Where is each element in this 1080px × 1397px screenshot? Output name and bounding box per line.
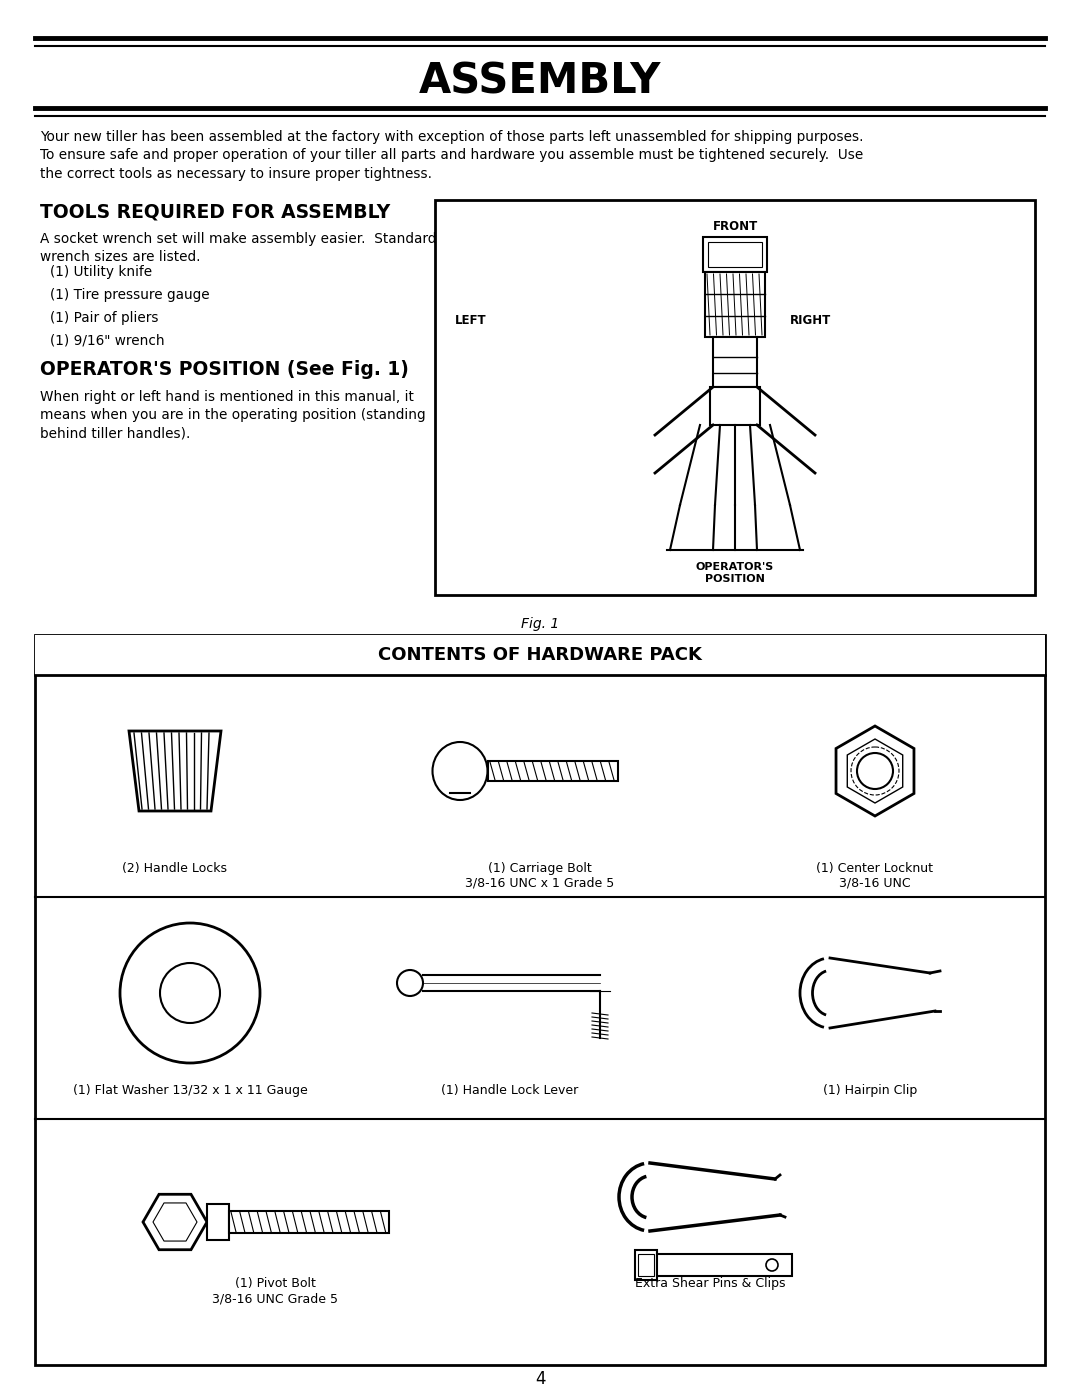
Bar: [229, 1211, 389, 1234]
Text: CONTENTS OF HARDWARE PACK: CONTENTS OF HARDWARE PACK: [378, 645, 702, 664]
Text: (1) 9/16" wrench: (1) 9/16" wrench: [50, 334, 164, 348]
Ellipse shape: [432, 742, 487, 800]
Bar: [708, 242, 762, 267]
Text: LEFT: LEFT: [455, 313, 487, 327]
Text: (1) Carriage Bolt
3/8-16 UNC x 1 Grade 5: (1) Carriage Bolt 3/8-16 UNC x 1 Grade 5: [465, 862, 615, 890]
Circle shape: [858, 753, 893, 789]
Text: Your new tiller has been assembled at the factory with exception of those parts : Your new tiller has been assembled at th…: [40, 130, 864, 180]
Circle shape: [120, 923, 260, 1063]
Text: 4: 4: [535, 1370, 545, 1389]
Circle shape: [160, 963, 220, 1023]
Bar: [638, 1255, 654, 1275]
Text: (2) Handle Locks: (2) Handle Locks: [122, 862, 228, 875]
Bar: [35, 636, 1045, 675]
Polygon shape: [836, 726, 914, 816]
Text: ASSEMBLY: ASSEMBLY: [419, 61, 661, 103]
Text: A socket wrench set will make assembly easier.  Standard
wrench sizes are listed: A socket wrench set will make assembly e…: [40, 232, 436, 264]
Text: (1) Pair of pliers: (1) Pair of pliers: [50, 312, 159, 326]
Text: (1) Center Locknut
3/8-16 UNC: (1) Center Locknut 3/8-16 UNC: [816, 862, 933, 890]
Text: (1) Pivot Bolt
3/8-16 UNC Grade 5: (1) Pivot Bolt 3/8-16 UNC Grade 5: [212, 1277, 338, 1305]
Bar: [713, 337, 757, 387]
Polygon shape: [143, 1194, 207, 1250]
Bar: [207, 1204, 229, 1241]
Polygon shape: [129, 731, 221, 812]
Bar: [710, 387, 760, 425]
Polygon shape: [848, 739, 903, 803]
Bar: [657, 1255, 792, 1275]
Text: Extra Shear Pins & Clips: Extra Shear Pins & Clips: [635, 1277, 785, 1289]
Bar: [635, 1250, 657, 1280]
Bar: [703, 237, 767, 272]
Bar: [705, 272, 765, 337]
Polygon shape: [153, 1203, 197, 1241]
Text: FRONT: FRONT: [713, 219, 758, 233]
Text: When right or left hand is mentioned in this manual, it
means when you are in th: When right or left hand is mentioned in …: [40, 390, 426, 441]
Text: RIGHT: RIGHT: [789, 313, 832, 327]
Bar: [435, 200, 1035, 595]
Text: OPERATOR'S
POSITION: OPERATOR'S POSITION: [696, 562, 774, 584]
Text: (1) Utility knife: (1) Utility knife: [50, 265, 152, 279]
Bar: [35, 636, 1045, 1365]
Text: (1) Flat Washer 13/32 x 1 x 11 Gauge: (1) Flat Washer 13/32 x 1 x 11 Gauge: [72, 1084, 308, 1097]
Text: TOOLS REQUIRED FOR ASSEMBLY: TOOLS REQUIRED FOR ASSEMBLY: [40, 203, 390, 221]
Bar: [488, 761, 618, 781]
Circle shape: [766, 1259, 778, 1271]
Text: Fig. 1: Fig. 1: [521, 617, 559, 631]
Text: OPERATOR'S POSITION (See Fig. 1): OPERATOR'S POSITION (See Fig. 1): [40, 360, 409, 379]
Text: (1) Handle Lock Lever: (1) Handle Lock Lever: [442, 1084, 579, 1097]
Text: (1) Tire pressure gauge: (1) Tire pressure gauge: [50, 288, 210, 302]
Text: (1) Hairpin Clip: (1) Hairpin Clip: [823, 1084, 917, 1097]
Circle shape: [397, 970, 423, 996]
